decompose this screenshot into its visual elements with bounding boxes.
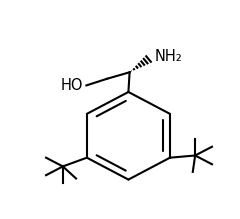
- Text: HO: HO: [60, 78, 83, 93]
- Text: NH₂: NH₂: [154, 49, 182, 64]
